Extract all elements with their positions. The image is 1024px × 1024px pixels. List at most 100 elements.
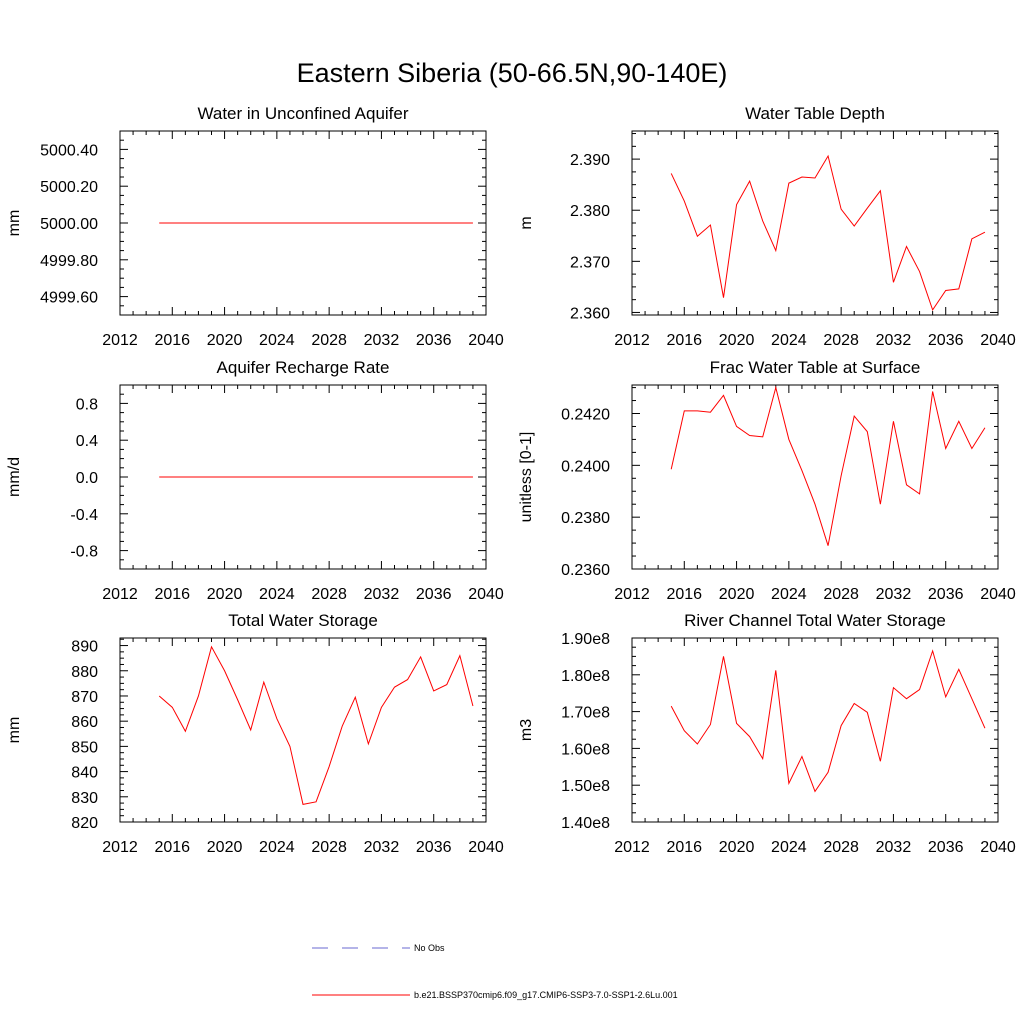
x-tick-label: 2040 [980, 586, 1016, 603]
x-tick-label: 2040 [980, 332, 1016, 349]
chart-panel-3: Frac Water Table at Surface unitless [0-1… [518, 358, 1016, 603]
x-tick-label: 2020 [719, 839, 755, 856]
y-tick-label: 860 [71, 714, 98, 731]
y-axis-label: mm [6, 210, 23, 237]
figure-title: Eastern Siberia (50-66.5N,90-140E) [297, 58, 728, 88]
x-tick-label: 2028 [311, 332, 347, 349]
y-tick-label: 4999.80 [40, 253, 98, 270]
plot-frame [631, 130, 999, 316]
y-tick-label: 2.370 [570, 254, 610, 271]
y-axis-label: mm/d [6, 457, 23, 497]
x-tick-label: 2016 [154, 586, 190, 603]
y-tick-label: 1.70e8 [561, 705, 610, 722]
x-tick-label: 2036 [416, 839, 452, 856]
y-tick-label: 830 [71, 790, 98, 807]
x-tick-label: 2012 [102, 839, 138, 856]
y-tick-label: 0.8 [76, 396, 98, 413]
legend-label-obs: No Obs [414, 943, 445, 953]
x-tick-label: 2040 [468, 839, 504, 856]
y-tick-label: 0.2420 [561, 407, 610, 424]
y-tick-label: 5000.00 [40, 216, 98, 233]
legend-label-model: b.e21.BSSP370cmip6.f09_g17.CMIP6-SSP3-7.… [414, 990, 678, 1000]
x-tick-label: 2036 [928, 332, 964, 349]
series-line [670, 154, 986, 312]
chart-panel-5: River Channel Total Water Storage m3 2012 2… [518, 611, 1016, 856]
y-tick-label: 840 [71, 765, 98, 782]
chart-title: Total Water Storage [228, 611, 378, 630]
x-tick-label: 2012 [614, 586, 650, 603]
chart-panel-0: Water in Unconfined Aquifer mm 2012 2016 202… [6, 104, 504, 349]
y-tick-label: 1.50e8 [561, 778, 610, 795]
y-tick-label: 880 [71, 664, 98, 681]
y-tick-label: 0.4 [76, 433, 98, 450]
x-tick-label: 2040 [468, 586, 504, 603]
x-tick-label: 2032 [876, 586, 912, 603]
x-tick-label: 2020 [207, 839, 243, 856]
x-tick-label: 2024 [259, 586, 295, 603]
y-tick-label: 890 [71, 639, 98, 656]
y-axis-label: m [518, 216, 535, 229]
x-tick-label: 2028 [311, 839, 347, 856]
chart-panel-4: Total Water Storage mm 2012 2016 2020 2024 202… [6, 611, 504, 856]
y-tick-label: 1.60e8 [561, 741, 610, 758]
y-tick-label: 1.40e8 [561, 815, 610, 832]
x-tick-label: 2016 [666, 332, 702, 349]
x-tick-label: 2032 [364, 586, 400, 603]
y-tick-label: 1.90e8 [561, 631, 610, 648]
y-tick-label: 0.2360 [561, 562, 610, 579]
chart-title: Water Table Depth [745, 104, 885, 123]
x-tick-label: 2024 [259, 839, 295, 856]
x-tick-label: 2016 [666, 839, 702, 856]
x-tick-label: 2028 [823, 839, 859, 856]
x-tick-label: 2020 [719, 586, 755, 603]
x-tick-label: 2020 [207, 332, 243, 349]
y-tick-label: 2.380 [570, 203, 610, 220]
y-tick-label: 2.390 [570, 152, 610, 169]
y-tick-label: 2.360 [570, 305, 610, 322]
y-tick-label: 0.2380 [561, 510, 610, 527]
x-tick-label: 2016 [666, 586, 702, 603]
plot-frame [631, 637, 999, 823]
x-tick-label: 2020 [207, 586, 243, 603]
chart-title: Water in Unconfined Aquifer [197, 104, 408, 123]
chart-panel-1: Water Table Depth m 2012 2016 2020 2024 2028 20… [518, 104, 1016, 349]
x-tick-label: 2032 [364, 332, 400, 349]
x-tick-label: 2036 [416, 332, 452, 349]
chart-title: River Channel Total Water Storage [684, 611, 946, 630]
plot-frame [119, 637, 487, 823]
x-tick-label: 2028 [823, 332, 859, 349]
y-tick-label: 0.2400 [561, 458, 610, 475]
y-axis-label: unitless [0-1] [518, 432, 535, 523]
x-tick-label: 2036 [928, 586, 964, 603]
x-tick-label: 2024 [259, 332, 295, 349]
x-tick-label: 2032 [876, 332, 912, 349]
x-tick-label: 2036 [928, 839, 964, 856]
x-tick-label: 2012 [614, 839, 650, 856]
series-line [158, 645, 474, 805]
y-tick-label: 0.0 [76, 470, 98, 487]
legend: No Obs b.e21.BSSP370cmip6.f09_g17.CMIP6-… [312, 943, 678, 1000]
x-tick-label: 2016 [154, 332, 190, 349]
x-tick-label: 2016 [154, 839, 190, 856]
series-line [670, 649, 986, 793]
y-tick-label: 4999.60 [40, 290, 98, 307]
y-tick-label: 820 [71, 815, 98, 832]
y-tick-label: 870 [71, 689, 98, 706]
x-tick-label: 2020 [719, 332, 755, 349]
y-axis-label: mm [6, 717, 23, 744]
x-tick-label: 2040 [468, 332, 504, 349]
series-line [670, 385, 986, 546]
plot-frame [631, 384, 999, 570]
x-tick-label: 2036 [416, 586, 452, 603]
x-tick-label: 2040 [980, 839, 1016, 856]
y-tick-label: -0.8 [70, 544, 98, 561]
x-tick-label: 2012 [102, 332, 138, 349]
y-tick-label: 1.80e8 [561, 668, 610, 685]
x-tick-label: 2024 [771, 839, 807, 856]
y-tick-label: -0.4 [70, 507, 98, 524]
chart-panel-2: Aquifer Recharge Rate mm/d 2012 2016 2020 202… [6, 358, 504, 603]
chart-title: Aquifer Recharge Rate [217, 358, 390, 377]
y-tick-label: 5000.20 [40, 179, 98, 196]
x-tick-label: 2028 [311, 586, 347, 603]
